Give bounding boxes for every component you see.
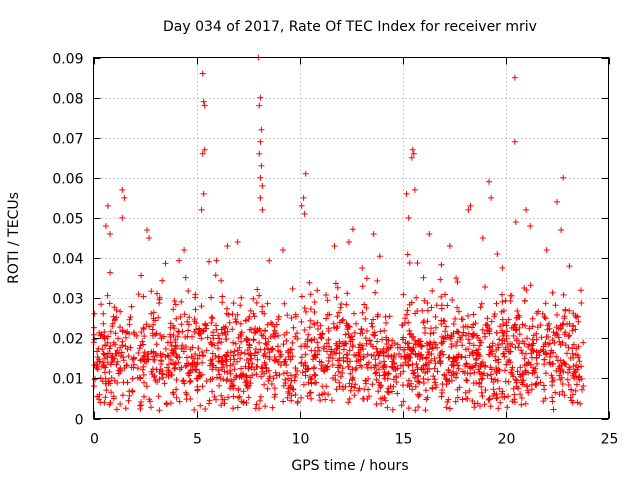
x-tick-label: 0 <box>90 432 99 448</box>
data-point <box>331 243 338 249</box>
data-point <box>300 194 307 201</box>
data-point <box>560 174 567 181</box>
data-point <box>523 206 530 213</box>
data-point <box>199 150 206 157</box>
y-tick-label: 0.01 <box>52 372 83 388</box>
y-tick-label: 0.06 <box>52 172 83 188</box>
data-point <box>409 146 416 153</box>
x-axis-label: GPS time / hours <box>291 458 408 474</box>
data-point-band <box>90 226 587 414</box>
data-point <box>511 138 518 145</box>
data-point <box>446 243 453 249</box>
x-tick-label: 10 <box>292 432 310 448</box>
data-point <box>426 231 433 237</box>
chart-title: Day 034 of 2017, Rate Of TEC Index for r… <box>163 19 537 35</box>
data-point <box>234 239 241 245</box>
y-tick-label: 0 <box>75 413 84 429</box>
data-point <box>465 206 472 213</box>
data-point <box>512 219 519 225</box>
data-point <box>486 178 492 185</box>
data-point <box>467 202 474 209</box>
data-point <box>408 154 415 161</box>
y-tick-label: 0.08 <box>52 92 83 108</box>
y-tick-label: 0.03 <box>52 292 83 308</box>
data-point <box>298 202 305 209</box>
y-tick-label: 0.07 <box>52 132 83 148</box>
data-point <box>119 214 126 221</box>
data-point <box>301 210 308 217</box>
data-point <box>527 223 534 229</box>
data-point <box>411 186 418 193</box>
plot-frame <box>93 57 609 419</box>
data-point <box>302 170 309 177</box>
data-point <box>104 202 111 209</box>
data-point <box>200 190 207 197</box>
data-point <box>200 98 207 105</box>
data-point <box>488 194 495 201</box>
data-point <box>121 194 128 201</box>
y-tick-label: 0.04 <box>52 252 83 268</box>
data-point <box>258 162 265 169</box>
data-point <box>345 239 352 245</box>
data-point <box>199 70 206 77</box>
data-point <box>256 150 263 157</box>
x-tick-label: 25 <box>601 432 619 448</box>
x-tick-label: 5 <box>193 432 202 448</box>
data-point <box>558 227 565 233</box>
data-point <box>119 186 126 193</box>
data-point <box>479 235 486 241</box>
data-point <box>280 247 286 253</box>
data-point <box>370 231 377 237</box>
data-point <box>257 94 264 101</box>
data-point <box>410 150 417 157</box>
data-point <box>511 74 518 81</box>
data-point <box>201 102 208 109</box>
x-tick-label: 20 <box>498 432 516 448</box>
data-point <box>494 251 501 257</box>
y-tick-label: 0.05 <box>52 212 83 228</box>
data-point <box>198 206 205 213</box>
axes: 0 0.01 0.02 0.03 0.04 0.05 0.06 0.07 0.08 0.09 0 5 1… <box>52 52 618 448</box>
y-tick-label: 0.02 <box>52 332 83 348</box>
data-points <box>90 54 587 414</box>
data-point <box>224 243 231 249</box>
data-point <box>257 138 264 145</box>
data-point <box>403 190 410 197</box>
data-point <box>181 247 188 253</box>
y-tick-label: 0.09 <box>52 52 83 68</box>
data-point <box>405 214 412 221</box>
data-point <box>259 182 266 189</box>
data-point <box>259 206 266 213</box>
data-point <box>257 194 264 201</box>
x-tick-label: 15 <box>395 432 413 448</box>
data-point <box>146 235 153 241</box>
data-point <box>258 126 265 133</box>
data-point <box>257 174 264 181</box>
data-point <box>554 198 560 205</box>
data-point <box>144 227 151 233</box>
y-axis-label: ROTI / TECUs <box>6 192 22 284</box>
data-point <box>107 231 113 237</box>
data-point <box>201 146 208 153</box>
data-point <box>256 102 263 109</box>
data-point <box>102 223 109 229</box>
data-point <box>566 263 573 270</box>
data-point <box>543 247 550 253</box>
